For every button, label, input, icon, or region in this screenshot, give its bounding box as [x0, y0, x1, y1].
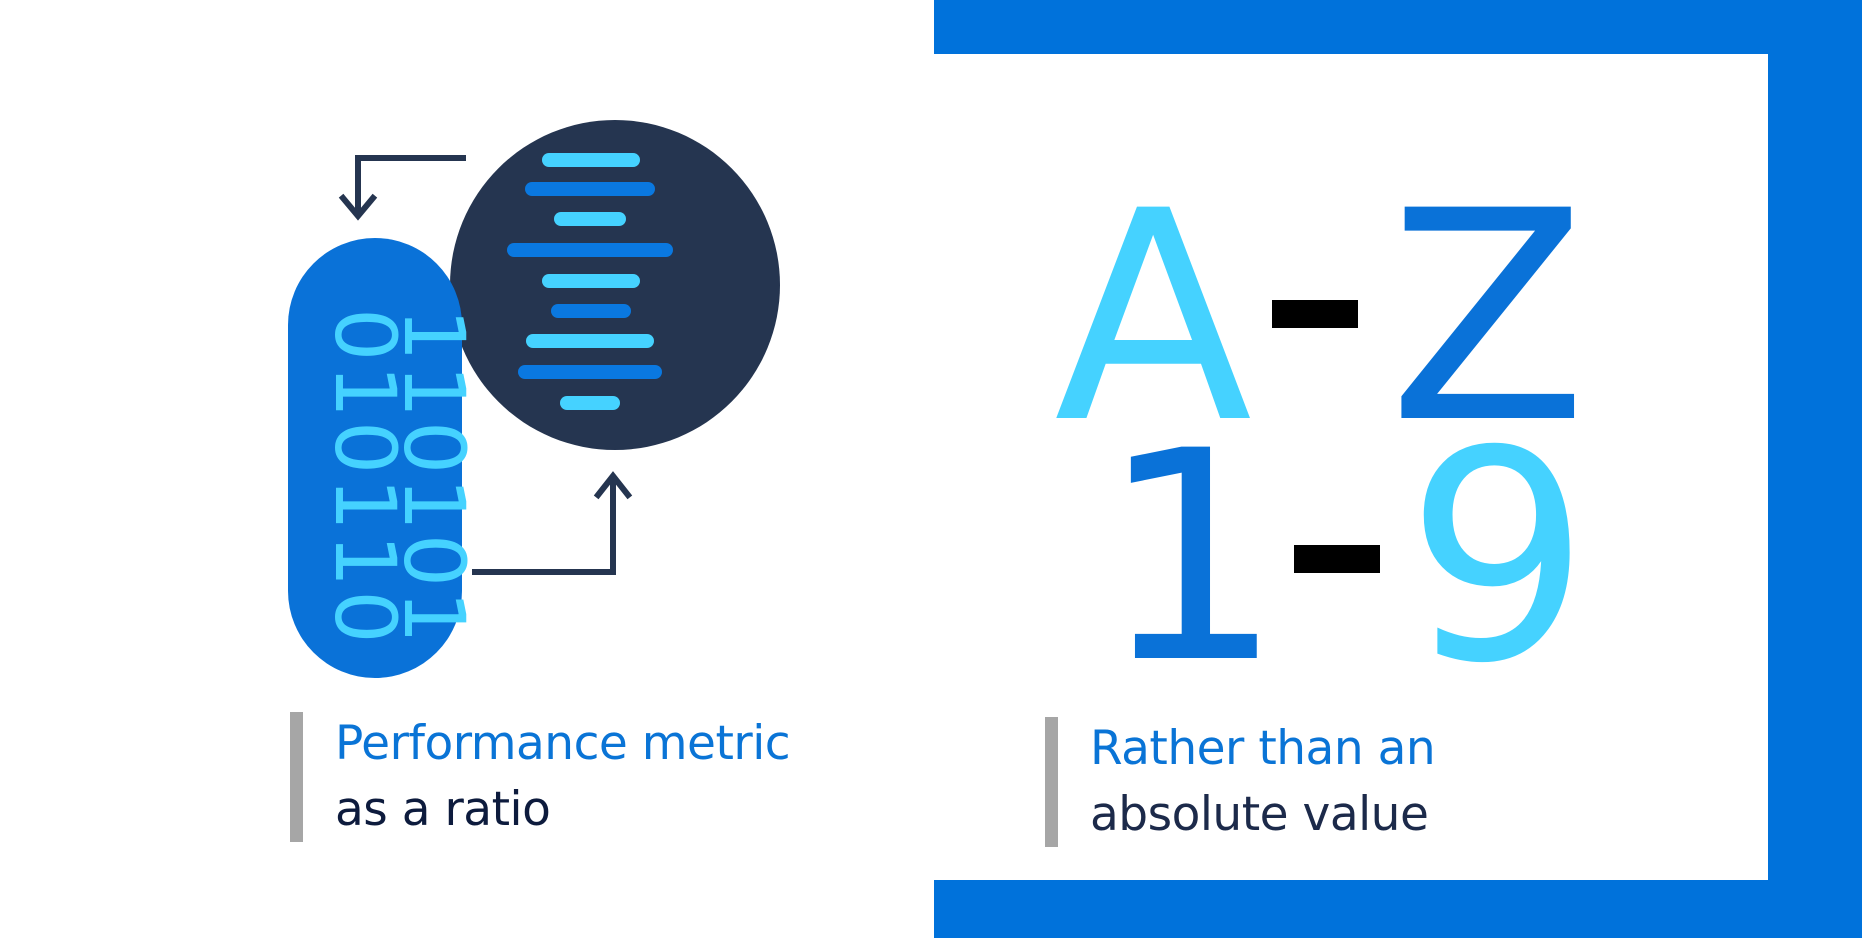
caption-headline: Performance metric [335, 716, 791, 771]
right-card: A Z 1 9 [934, 54, 1768, 880]
caption-accent-bar [1045, 717, 1058, 847]
binary-column-1: 110101 [385, 308, 483, 647]
loop-arrows-icon [338, 155, 633, 575]
caption-accent-bar [290, 712, 303, 842]
letter-range: A Z [1054, 150, 1587, 487]
range-start-letter: A [1054, 150, 1252, 487]
binary-column-2: 010110 [316, 308, 414, 647]
data-exchange-illustration: 110101 010110 [280, 110, 780, 680]
range-end-letter: Z [1388, 150, 1587, 487]
right-panel: A Z 1 9 [934, 0, 1862, 938]
range-dash [1272, 300, 1359, 328]
range-start-number: 1 [1099, 390, 1283, 727]
absolute-value-caption: Rather than an absolute value [1045, 717, 1436, 847]
dna-circle-icon [450, 120, 780, 450]
caption-headline: Rather than an [1090, 721, 1436, 776]
range-dash [1293, 545, 1380, 573]
database-pill-icon: 110101 010110 [288, 238, 483, 678]
caption-subline: absolute value [1090, 787, 1429, 842]
ratio-caption: Performance metric as a ratio [290, 712, 791, 842]
range-end-number: 9 [1405, 390, 1590, 727]
number-range: 1 9 [1099, 390, 1590, 727]
left-panel: 110101 010110 Performance metric as a ra… [280, 110, 791, 842]
caption-subline: as a ratio [335, 782, 551, 837]
